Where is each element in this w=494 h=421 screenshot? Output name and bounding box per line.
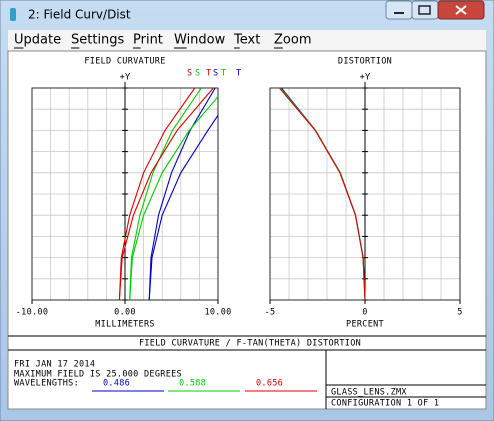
plot-area xyxy=(7,50,487,410)
window-title: 2: Field Curv/Dist xyxy=(28,8,131,22)
curve xyxy=(129,87,202,300)
x-tick-label: -5 xyxy=(265,308,276,318)
legend-entry: T xyxy=(206,69,211,79)
app-icon xyxy=(10,8,16,21)
curve xyxy=(279,87,366,300)
curve xyxy=(129,95,218,300)
legend-entry: T xyxy=(236,69,241,79)
wavelength: 0.486 xyxy=(103,379,130,389)
curves xyxy=(118,87,218,300)
wavelengths-label: WAVELENGTHS: xyxy=(14,379,79,389)
window-buttons[interactable] xyxy=(385,0,485,20)
curve xyxy=(148,87,216,300)
minimize-button[interactable] xyxy=(385,0,413,20)
legend-entry: T xyxy=(221,69,226,79)
x-tick-label: -10.00 xyxy=(16,308,49,318)
menu-bar xyxy=(8,30,486,51)
x-tick-label: 5 xyxy=(457,308,462,318)
legend-entry: S xyxy=(187,69,192,79)
menu-item[interactable]: Window xyxy=(174,33,226,48)
legend-entry: S xyxy=(195,69,200,79)
date: FRI JAN 17 2014 xyxy=(14,360,95,370)
x-tick-label: 0.00 xyxy=(114,308,136,318)
menu-item[interactable]: Settings xyxy=(71,33,125,48)
axis-label: +Y xyxy=(120,73,131,83)
legend-entry: S xyxy=(213,69,218,79)
curve xyxy=(148,114,218,300)
chart-title: FIELD CURVATURE xyxy=(84,57,165,67)
wavelength: 0.656 xyxy=(256,379,283,389)
wavelength: 0.588 xyxy=(179,379,206,389)
maximize-button[interactable] xyxy=(411,0,439,20)
menu-item[interactable]: Zoom xyxy=(274,33,311,48)
file-name: GLASS_LENS.ZMX xyxy=(331,388,407,398)
configuration: CONFIGURATION 1 OF 1 xyxy=(331,399,439,409)
curves xyxy=(279,87,366,300)
menu-item[interactable]: Print xyxy=(133,33,163,48)
max-field: MAXIMUM FIELD IS 25.000 DEGREES xyxy=(14,370,182,380)
curve xyxy=(118,87,214,300)
menu-item[interactable]: Update xyxy=(14,33,61,48)
chart-title: DISTORTION xyxy=(338,57,392,67)
axis-title: PERCENT xyxy=(346,320,384,330)
axis-label: +Y xyxy=(360,73,371,83)
menu-item[interactable]: Text xyxy=(233,33,260,48)
footer-title: FIELD CURVATURE / F-TAN(THETA) DISTORTIO… xyxy=(139,339,361,349)
axis-title: MILLIMETERS xyxy=(95,320,155,330)
curve xyxy=(118,87,196,300)
x-tick-label: 0 xyxy=(362,308,367,318)
x-tick-label: 10.00 xyxy=(204,308,231,318)
